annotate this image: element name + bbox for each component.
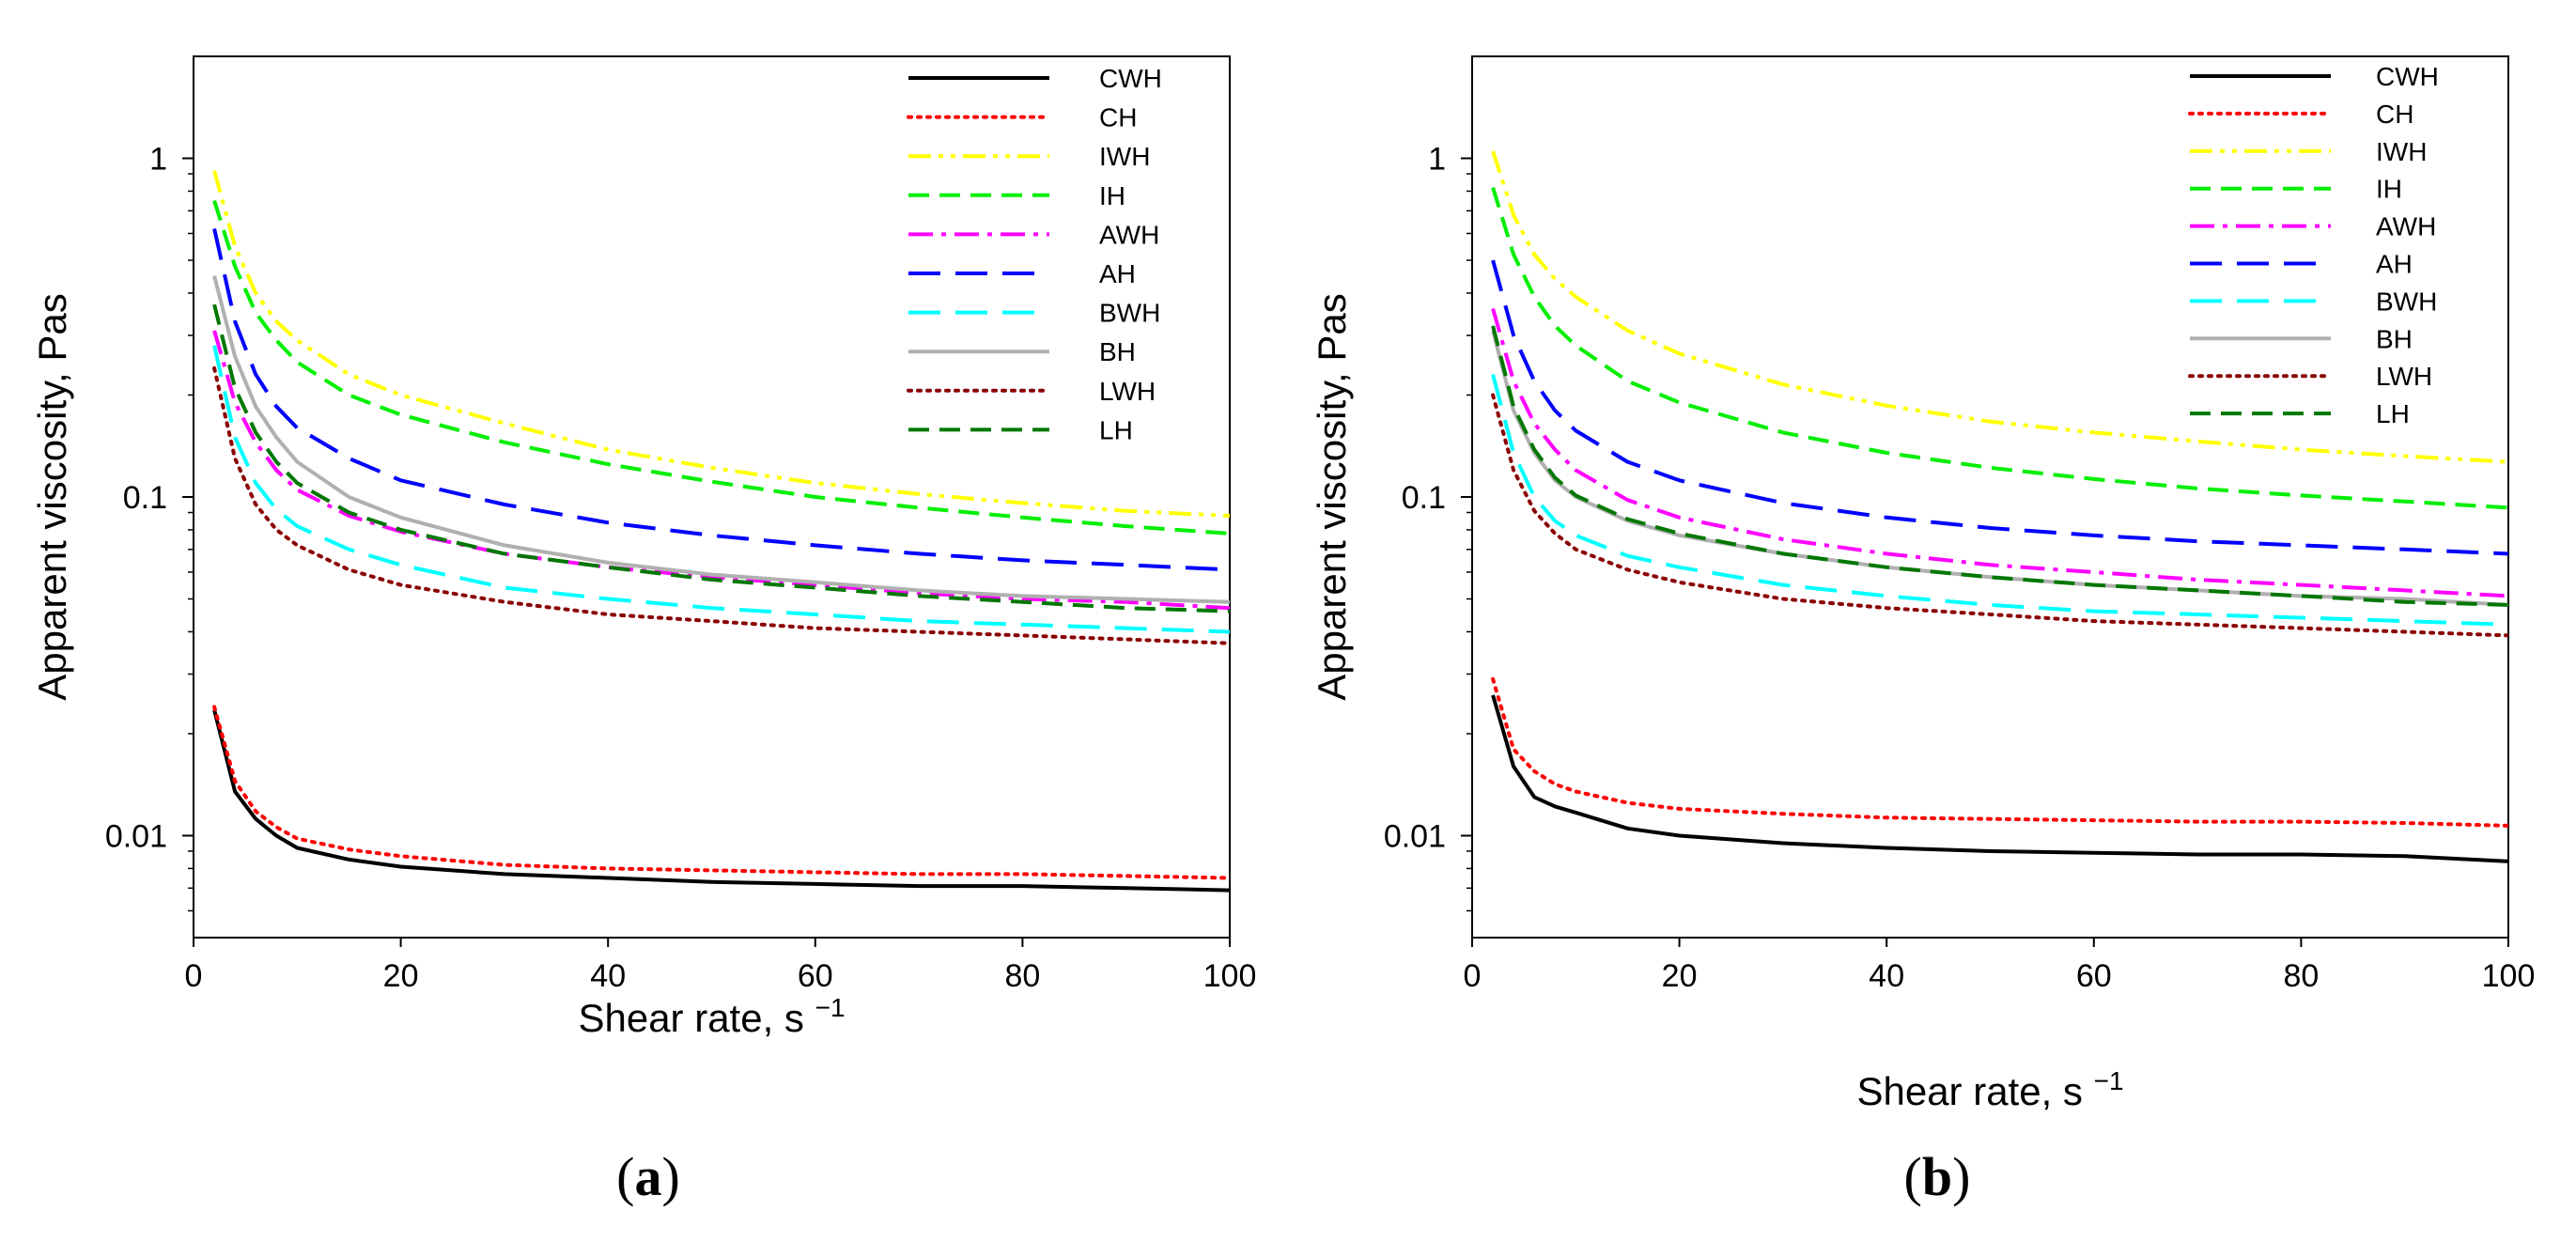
x-tick-label: 20	[383, 958, 419, 994]
legend-label-bh: BH	[2376, 324, 2413, 353]
series-group	[212, 170, 1230, 893]
legend-label-ah: AH	[1099, 259, 1136, 288]
series-line-bh	[212, 275, 1230, 604]
panel-label: (b)	[1904, 1146, 1971, 1207]
x-tick-label: 80	[2283, 958, 2319, 994]
x-tick-label: 60	[2076, 958, 2112, 994]
series-line-bwh	[212, 345, 1230, 634]
series-line-ah	[212, 227, 1230, 572]
x-axis-label: Shear rate, s −1	[1856, 1066, 2123, 1113]
series-line-lwh	[212, 365, 1230, 645]
legend-label-lwh: LWH	[1099, 377, 1156, 406]
plot-frame	[1471, 55, 2509, 939]
y-tick-label: 1	[1428, 142, 1446, 178]
legend-label-awh: AWH	[2376, 212, 2436, 241]
x-tick-label: 40	[590, 958, 626, 994]
panel-label-close: )	[662, 1146, 680, 1207]
series-line-ch	[1491, 676, 2508, 828]
legend-label-ih: IH	[2376, 175, 2402, 204]
legend-label-iwh: IWH	[2376, 137, 2427, 166]
panel-label-letter: b	[1922, 1146, 1952, 1207]
y-tick-label: 0.1	[123, 480, 167, 516]
x-axis-label: Shear rate, s −1	[578, 993, 845, 1040]
chart-panel-b: 0 20 40 60 80 100 0.01 0.1 1 Shear rate, s −1 Appa…	[1310, 55, 2536, 1207]
x-tick-label: 100	[1203, 958, 1257, 994]
x-tick-label: 0	[185, 958, 203, 994]
x-axis-label-text: Shear rate, s	[578, 996, 815, 1040]
panel-label-close: )	[1952, 1146, 1970, 1207]
panel-label-open: (	[1904, 1146, 1922, 1207]
series-line-iwh	[1491, 150, 2508, 464]
legend: CWH CH IWH IH AWH AH BWH BH LWH LH	[907, 64, 1162, 444]
series-line-ih	[212, 199, 1230, 536]
x-tick-label: 100	[2482, 958, 2536, 994]
legend-label-cwh: CWH	[1099, 64, 1162, 93]
legend-label-ih: IH	[1099, 181, 1125, 210]
panel-label-letter: a	[635, 1146, 662, 1207]
chart-panel-a: 0 20 40 60 80 100 0.01 0.1 1 Shear rate, s −1 Appa…	[30, 55, 1257, 1207]
legend-label-bwh: BWH	[2376, 287, 2437, 316]
legend-label-bh: BH	[1099, 337, 1136, 366]
x-tick-label: 80	[1004, 958, 1040, 994]
series-line-iwh	[212, 170, 1230, 518]
legend-label-bwh: BWH	[1099, 299, 1160, 328]
series-line-lwh	[1491, 393, 2508, 638]
series-line-ih	[1491, 187, 2508, 510]
y-axis-label: Apparent viscosity, Pas	[30, 293, 74, 700]
x-tick-label: 20	[1662, 958, 1698, 994]
series-line-awh	[1491, 307, 2508, 598]
x-tick-label: 40	[1869, 958, 1904, 994]
legend-label-lwh: LWH	[2376, 362, 2432, 391]
y-tick-label: 1	[149, 142, 167, 178]
y-axis-label: Apparent viscosity, Pas	[1310, 293, 1354, 700]
legend-label-ch: CH	[1099, 103, 1137, 132]
series-line-lh	[212, 303, 1230, 613]
legend: CWH CH IWH IH AWH AH BWH BH LWH LH	[2188, 62, 2439, 428]
series-line-lh	[1491, 325, 2508, 607]
panel-label-open: (	[616, 1146, 634, 1207]
series-line-ch	[212, 705, 1230, 880]
series-line-bwh	[1491, 374, 2508, 627]
y-tick-label: 0.01	[105, 818, 167, 854]
legend-label-awh: AWH	[1099, 220, 1159, 249]
x-tick-label: 0	[1464, 958, 1482, 994]
series-line-ah	[1491, 259, 2508, 556]
x-axis-label-superscript: −1	[815, 993, 846, 1022]
x-axis-label-superscript: −1	[2094, 1066, 2124, 1095]
panel-label: (a)	[616, 1146, 680, 1207]
y-tick-label: 0.1	[1402, 480, 1446, 516]
y-tick-label: 0.01	[1384, 818, 1446, 854]
legend-label-lh: LH	[2376, 399, 2410, 428]
legend-label-lh: LH	[1099, 415, 1133, 444]
series-line-cwh	[212, 709, 1230, 893]
legend-label-ch: CH	[2376, 100, 2413, 129]
series-line-awh	[212, 330, 1230, 611]
x-tick-label: 60	[798, 958, 833, 994]
legend-label-ah: AH	[2376, 250, 2413, 279]
x-axis-label-text: Shear rate, s	[1856, 1069, 2093, 1113]
series-line-cwh	[1491, 694, 2508, 863]
series-group	[1491, 150, 2508, 863]
legend-label-cwh: CWH	[2376, 62, 2439, 91]
legend-label-iwh: IWH	[1099, 142, 1150, 171]
